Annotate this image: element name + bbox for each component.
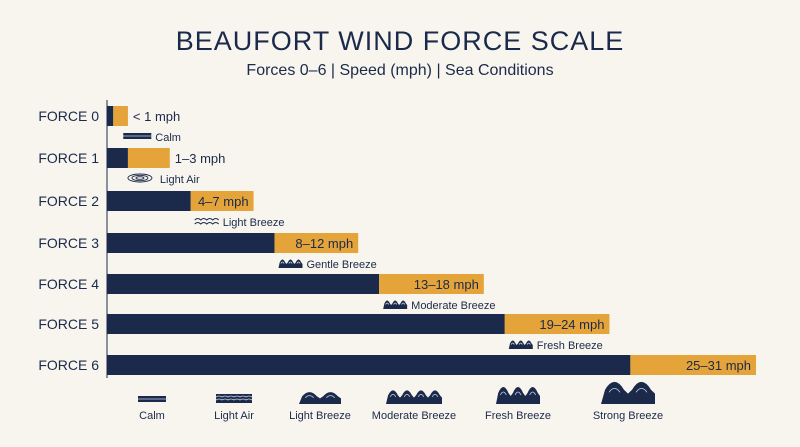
category-label: FORCE 1: [38, 150, 99, 166]
chart-subtitle: Forces 0–6 | Speed (mph) | Sea Condition…: [246, 62, 554, 79]
light-breeze-wave-icon: [299, 392, 341, 404]
legend-label: Fresh Breeze: [485, 410, 551, 422]
bar-base-speed: [107, 106, 114, 126]
bar-base-speed: [107, 314, 505, 334]
chart-title: BEAUFORT WIND FORCE SCALE: [175, 26, 625, 56]
legend-label: Light Air: [214, 410, 254, 422]
value-label: 19–24 mph: [539, 317, 604, 332]
fresh-breeze-wave-icon: [496, 387, 540, 404]
bar-speed-range: [504, 314, 610, 334]
strong-breeze-wave-icon: [601, 381, 655, 404]
condition-label: Moderate Breeze: [411, 300, 495, 312]
value-label: < 1 mph: [133, 109, 180, 124]
bar-base-speed: [107, 355, 631, 375]
condition-label: Fresh Breeze: [537, 340, 603, 352]
light-air-wave-icon: [215, 394, 253, 403]
value-label: 8–12 mph: [295, 236, 353, 251]
bar-speed-range: [379, 274, 484, 294]
calm-sea-icon: [123, 133, 154, 139]
value-label: 25–31 mph: [686, 358, 751, 373]
bar-speed-range: [127, 148, 170, 168]
condition-label: Calm: [155, 132, 181, 144]
value-label: 1–3 mph: [175, 151, 226, 166]
category-label: FORCE 2: [38, 193, 99, 209]
gentle-breeze-icon: [278, 259, 303, 268]
bar-speed-range: [113, 106, 128, 126]
category-label: FORCE 0: [38, 108, 99, 124]
bar-base-speed: [107, 148, 128, 168]
condition-label: Light Breeze: [223, 217, 285, 229]
bar-speed-range: [274, 233, 359, 253]
fresh-breeze-icon: [508, 340, 533, 349]
bar-speed-range: [630, 355, 756, 375]
condition-label: Light Air: [160, 174, 200, 186]
value-label: 13–18 mph: [414, 277, 479, 292]
condition-label: Gentle Breeze: [306, 259, 376, 271]
moderate-breeze-wave-icon: [386, 390, 442, 404]
light-breeze-icon: [194, 218, 220, 225]
bar-base-speed: [107, 233, 275, 253]
legend-label: Calm: [139, 410, 165, 422]
category-label: FORCE 3: [38, 235, 99, 251]
category-label: FORCE 5: [38, 316, 99, 332]
category-label: FORCE 4: [38, 276, 99, 292]
legend-label: Strong Breeze: [593, 410, 663, 422]
legend-label: Light Breeze: [289, 410, 351, 422]
category-label: FORCE 6: [38, 357, 99, 373]
calm-wave-icon: [137, 396, 168, 402]
light-air-icon: [127, 173, 153, 183]
bar-base-speed: [107, 274, 380, 294]
bar-speed-range: [190, 191, 254, 211]
moderate-breeze-icon: [383, 300, 408, 309]
bar-base-speed: [107, 191, 191, 211]
value-label: 4–7 mph: [198, 194, 249, 209]
legend-label: Moderate Breeze: [372, 410, 456, 422]
